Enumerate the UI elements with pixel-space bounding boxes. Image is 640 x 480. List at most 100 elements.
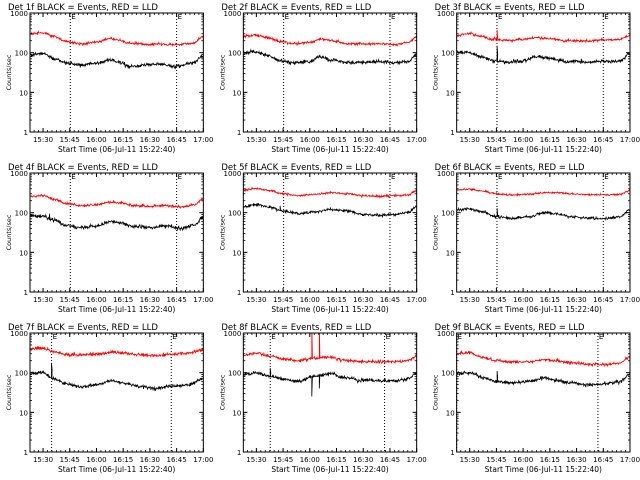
- x-tick-label: 16:00: [86, 456, 106, 464]
- x-tick-label: 16:45: [593, 136, 613, 144]
- event-marker-label: E: [178, 13, 182, 21]
- x-tick-label: 17:00: [407, 456, 427, 464]
- x-tick-label: 15:30: [460, 296, 480, 304]
- x-tick-label: 15:30: [33, 136, 53, 144]
- y-tick-label: 100: [15, 370, 28, 378]
- y-tick-label: 1: [24, 449, 28, 457]
- x-tick-label: 16:00: [86, 296, 106, 304]
- plot-frame: [242, 12, 418, 133]
- x-axis-label: Start Time (06-Jul-11 15:22:40): [485, 305, 602, 314]
- y-axis-label: Counts/sec: [218, 214, 226, 250]
- y-tick-label: 10: [19, 409, 28, 417]
- y-tick-label: 1000: [10, 170, 28, 178]
- event-marker-label: E: [498, 173, 502, 181]
- x-tick-label: 16:30: [140, 136, 160, 144]
- x-axis-label: Start Time (06-Jul-11 15:22:40): [485, 145, 602, 154]
- event-marker-label: E: [386, 333, 390, 341]
- event-marker-label: E: [604, 13, 608, 21]
- x-axis-label: Start Time (06-Jul-11 15:22:40): [485, 465, 602, 474]
- event-marker-label: E: [271, 333, 275, 341]
- series-events: [243, 202, 417, 218]
- y-tick-label: 1: [24, 289, 28, 297]
- x-tick-label: 15:45: [60, 136, 80, 144]
- event-marker-label: E: [172, 333, 176, 341]
- y-tick-label: 1000: [10, 10, 28, 18]
- y-tick-label: 100: [228, 50, 241, 58]
- y-tick-label: 10: [446, 89, 455, 97]
- panel-title: Det 7f BLACK = Events, RED = LLD: [8, 323, 158, 333]
- x-tick-label: 16:00: [513, 136, 533, 144]
- x-tick-label: 16:15: [326, 136, 346, 144]
- x-tick-label: 16:15: [326, 296, 346, 304]
- y-axis-label: Counts/sec: [218, 374, 226, 410]
- y-axis-label: Counts/sec: [432, 374, 440, 410]
- y-tick-label: 1000: [224, 10, 242, 18]
- event-marker-label: E: [285, 173, 289, 181]
- y-axis-label: Counts/sec: [432, 54, 440, 90]
- y-tick-label: 1000: [224, 170, 242, 178]
- series-events: [30, 213, 204, 232]
- y-tick-label: 10: [232, 249, 241, 257]
- y-tick-label: 10: [232, 409, 241, 417]
- y-tick-label: 100: [441, 370, 454, 378]
- x-tick-label: 17:00: [407, 296, 427, 304]
- y-tick-label: 100: [441, 50, 454, 58]
- x-tick-label: 15:30: [460, 456, 480, 464]
- event-marker-label: E: [53, 333, 57, 341]
- x-tick-label: 15:45: [486, 456, 506, 464]
- x-tick-label: 16:45: [593, 456, 613, 464]
- x-tick-label: 16:45: [167, 456, 187, 464]
- x-axis-label: Start Time (06-Jul-11 15:22:40): [271, 145, 388, 154]
- x-tick-label: 15:30: [33, 296, 53, 304]
- y-tick-label: 100: [441, 210, 454, 218]
- x-tick-label: 15:30: [33, 456, 53, 464]
- event-marker-label: E: [391, 13, 395, 21]
- x-tick-label: 16:30: [353, 456, 373, 464]
- x-tick-label: 16:00: [300, 136, 320, 144]
- x-tick-label: 16:30: [140, 296, 160, 304]
- panel-title: Det 9f BLACK = Events, RED = LLD: [435, 323, 585, 333]
- x-tick-label: 17:00: [620, 296, 640, 304]
- x-tick-label: 17:00: [620, 136, 640, 144]
- y-tick-label: 1: [237, 449, 241, 457]
- panel-title: Det 4f BLACK = Events, RED = LLD: [8, 163, 158, 173]
- y-tick-label: 10: [446, 249, 455, 257]
- y-tick-label: 100: [15, 50, 28, 58]
- series-lld: [456, 29, 630, 44]
- x-tick-label: 16:00: [300, 456, 320, 464]
- x-tick-label: 16:00: [513, 296, 533, 304]
- x-tick-label: 16:15: [540, 136, 560, 144]
- x-tick-label: 17:00: [620, 456, 640, 464]
- x-tick-label: 15:45: [273, 456, 293, 464]
- x-tick-label: 16:30: [353, 136, 373, 144]
- plot-frame: [29, 332, 204, 453]
- event-marker-label: E: [178, 173, 182, 181]
- x-tick-label: 15:45: [486, 296, 506, 304]
- x-tick-label: 16:15: [113, 136, 133, 144]
- plot-frame: [456, 332, 631, 453]
- event-marker-label: E: [71, 13, 75, 21]
- y-tick-label: 1000: [437, 10, 455, 18]
- x-tick-label: 16:00: [86, 136, 106, 144]
- y-axis-label: Counts/sec: [5, 54, 13, 90]
- y-tick-label: 10: [446, 409, 455, 417]
- event-marker-label: E: [391, 173, 395, 181]
- x-tick-label: 17:00: [193, 456, 213, 464]
- x-tick-label: 15:45: [273, 136, 293, 144]
- series-events: [243, 368, 417, 397]
- plot-frame: [242, 172, 418, 293]
- series-events: [243, 48, 417, 66]
- y-tick-label: 1: [450, 449, 454, 457]
- x-tick-label: 16:45: [380, 136, 400, 144]
- y-tick-label: 10: [232, 89, 241, 97]
- plot-frame: [242, 332, 418, 453]
- x-tick-label: 17:00: [193, 136, 213, 144]
- x-tick-label: 15:45: [486, 136, 506, 144]
